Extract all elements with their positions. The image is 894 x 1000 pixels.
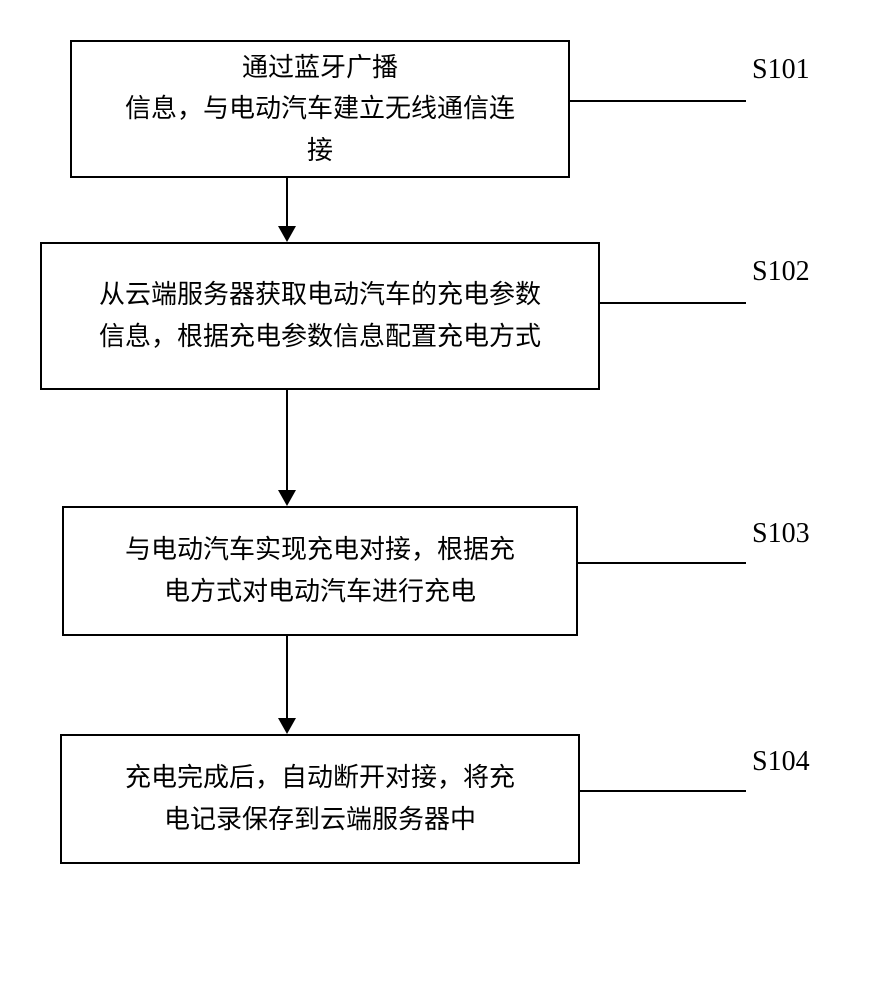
step-label-3: S103 — [752, 518, 810, 550]
step-label-2: S102 — [752, 256, 810, 288]
step-row-3: 与电动汽车实现充电对接，根据充 电方式对电动汽车进行充电 S103 — [20, 506, 874, 636]
step-label-4: S104 — [752, 746, 810, 778]
label-connector-3 — [578, 562, 746, 564]
step-text-2: 从云端服务器获取电动汽车的充电参数 信息，根据充电参数信息配置充电方式 — [99, 274, 541, 357]
step-box-1: 通过蓝牙广播 信息，与电动汽车建立无线通信连 接 — [70, 40, 570, 178]
label-connector-2 — [600, 302, 746, 304]
step-label-1: S101 — [752, 54, 810, 86]
arrow-line-2 — [286, 390, 288, 490]
arrow-head-3 — [278, 718, 296, 734]
arrow-2 — [278, 390, 296, 506]
step-id-4: S104 — [752, 746, 810, 777]
step-id-2: S102 — [752, 256, 810, 287]
step-box-2: 从云端服务器获取电动汽车的充电参数 信息，根据充电参数信息配置充电方式 — [40, 242, 600, 390]
step-text-4: 充电完成后，自动断开对接，将充 电记录保存到云端服务器中 — [125, 757, 515, 840]
arrow-3 — [278, 636, 296, 734]
step-text-3: 与电动汽车实现充电对接，根据充 电方式对电动汽车进行充电 — [125, 529, 515, 612]
label-connector-1 — [570, 100, 746, 102]
step-id-3: S103 — [752, 518, 810, 549]
step-box-3: 与电动汽车实现充电对接，根据充 电方式对电动汽车进行充电 — [62, 506, 578, 636]
step-id-1: S101 — [752, 54, 810, 85]
step-box-4: 充电完成后，自动断开对接，将充 电记录保存到云端服务器中 — [60, 734, 580, 864]
arrow-head-2 — [278, 490, 296, 506]
step-text-1: 通过蓝牙广播 信息，与电动汽车建立无线通信连 接 — [125, 47, 515, 172]
label-connector-4 — [580, 790, 746, 792]
step-row-2: 从云端服务器获取电动汽车的充电参数 信息，根据充电参数信息配置充电方式 S102 — [20, 242, 874, 390]
step-row-1: 通过蓝牙广播 信息，与电动汽车建立无线通信连 接 S101 — [20, 40, 874, 178]
arrow-1 — [278, 178, 296, 242]
step-row-4: 充电完成后，自动断开对接，将充 电记录保存到云端服务器中 S104 — [20, 734, 874, 864]
arrow-line-3 — [286, 636, 288, 718]
arrow-head-1 — [278, 226, 296, 242]
flowchart-container: 通过蓝牙广播 信息，与电动汽车建立无线通信连 接 S101 从云端服务器获取电动… — [20, 40, 874, 864]
arrow-line-1 — [286, 178, 288, 226]
